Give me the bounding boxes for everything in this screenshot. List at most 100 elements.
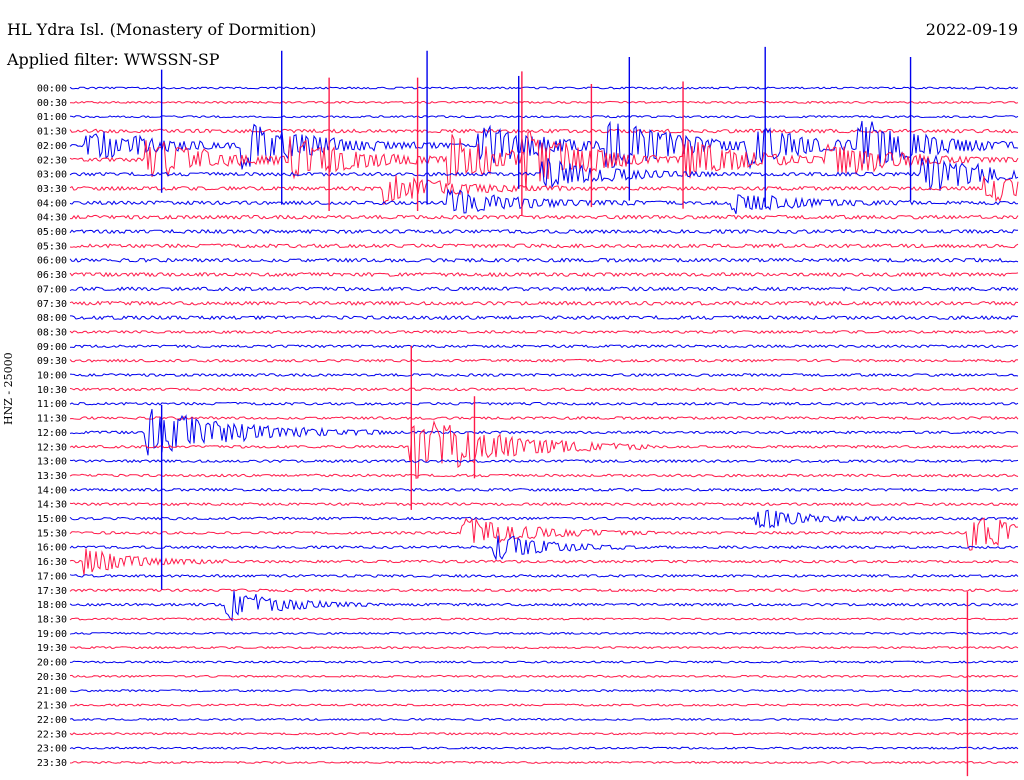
trace-row <box>70 344 1019 349</box>
trace-row <box>69 401 1019 406</box>
row-time-label: 02:00 <box>37 141 67 152</box>
row-time-label: 19:00 <box>37 629 67 640</box>
row-time-label: 03:30 <box>37 184 67 195</box>
trace-row <box>69 271 1019 278</box>
row-time-label: 23:00 <box>37 744 67 755</box>
row-time-label: 12:00 <box>37 428 67 439</box>
trace-row <box>69 660 1018 664</box>
row-time-label: 01:00 <box>37 112 67 123</box>
row-time-label: 12:30 <box>37 442 67 453</box>
row-time-label: 11:30 <box>37 414 67 425</box>
trace-row <box>69 100 1019 104</box>
row-time-label: 13:30 <box>37 471 67 482</box>
trace-row <box>69 732 1019 736</box>
row-time-label: 22:00 <box>37 715 67 726</box>
row-time-label: 20:00 <box>37 658 67 669</box>
trace-row <box>69 115 1019 119</box>
row-time-label: 00:00 <box>37 84 67 95</box>
row-time-label: 15:00 <box>37 514 67 525</box>
station-title: HL Ydra Isl. (Monastery of Dormition) <box>7 20 317 39</box>
row-time-label: 23:30 <box>37 758 67 769</box>
row-time-label: 02:30 <box>37 155 67 166</box>
row-time-label: 08:00 <box>37 313 67 324</box>
trace-row <box>69 588 1019 593</box>
trace-row <box>70 214 1019 220</box>
row-time-label: 21:00 <box>37 686 67 697</box>
row-time-label: 17:30 <box>37 586 67 597</box>
trace-row <box>69 517 1019 551</box>
trace-row <box>69 502 1019 507</box>
row-label-layer: 00:00 00:30 01:00 01:30 02:00 02:30 03:00 03:30… <box>37 84 67 769</box>
row-time-label: 06:00 <box>37 256 67 267</box>
trace-row <box>69 548 1019 576</box>
row-time-label: 04:30 <box>37 213 67 224</box>
trace-row <box>69 300 1019 306</box>
trace-row <box>69 257 1019 263</box>
trace-row <box>69 646 1019 650</box>
trace-row <box>69 487 1018 492</box>
row-time-label: 10:30 <box>37 385 67 396</box>
row-time-label: 01:30 <box>37 127 67 138</box>
row-time-label: 22:30 <box>37 729 67 740</box>
row-time-label: 08:30 <box>37 327 67 338</box>
row-time-label: 09:30 <box>37 356 67 367</box>
row-time-label: 18:00 <box>37 600 67 611</box>
row-time-label: 05:00 <box>37 227 67 238</box>
trace-row <box>69 86 1019 90</box>
trace-row <box>69 760 1019 765</box>
row-time-label: 10:00 <box>37 371 67 382</box>
trace-row <box>69 674 1019 678</box>
trace-row <box>69 617 1019 621</box>
trace-row <box>69 419 1019 479</box>
trace-row <box>69 416 1019 421</box>
row-time-label: 07:00 <box>37 284 67 295</box>
row-time-label: 14:00 <box>37 485 67 496</box>
trace-row <box>69 154 1019 191</box>
trace-row <box>69 746 1019 750</box>
trace-row <box>69 228 1018 235</box>
trace-row <box>69 459 1019 464</box>
row-time-label: 18:30 <box>37 614 67 625</box>
trace-row <box>69 387 1019 392</box>
trace-row <box>69 689 1018 693</box>
row-time-label: 06:30 <box>37 270 67 281</box>
trace-row <box>69 509 1019 529</box>
spike-layer <box>160 46 969 777</box>
trace-row <box>69 243 1019 249</box>
row-time-label: 07:30 <box>37 299 67 310</box>
trace-row <box>70 315 1018 321</box>
trace-row <box>69 358 1019 363</box>
row-time-label: 16:00 <box>37 543 67 554</box>
row-time-label: 21:30 <box>37 701 67 712</box>
row-time-label: 16:30 <box>37 557 67 568</box>
trace-row <box>69 189 1019 214</box>
trace-row <box>69 631 1019 635</box>
row-time-label: 13:00 <box>37 457 67 468</box>
trace-row <box>69 120 1019 170</box>
trace-layer <box>69 86 1019 765</box>
row-time-label: 20:30 <box>37 672 67 683</box>
row-time-label: 15:30 <box>37 528 67 539</box>
trace-row <box>69 329 1019 334</box>
trace-row <box>69 590 1019 622</box>
trace-row <box>69 703 1019 707</box>
row-time-label: 14:30 <box>37 500 67 511</box>
trace-row <box>69 473 1019 478</box>
date-label: 2022-09-19 <box>925 20 1018 39</box>
trace-row <box>69 175 1019 206</box>
trace-row <box>69 286 1019 292</box>
trace-row <box>69 535 1019 561</box>
row-time-label: 09:00 <box>37 342 67 353</box>
trace-row <box>69 408 1019 456</box>
row-time-label: 19:30 <box>37 643 67 654</box>
trace-row <box>69 717 1019 721</box>
row-time-label: 04:00 <box>37 198 67 209</box>
trace-row <box>69 373 1019 377</box>
trace-row <box>69 573 1019 578</box>
filter-label: Applied filter: WWSSN-SP <box>7 50 220 69</box>
row-time-label: 05:30 <box>37 241 67 252</box>
row-time-label: 00:30 <box>37 98 67 109</box>
row-time-label: 17:00 <box>37 571 67 582</box>
row-time-label: 11:00 <box>37 399 67 410</box>
